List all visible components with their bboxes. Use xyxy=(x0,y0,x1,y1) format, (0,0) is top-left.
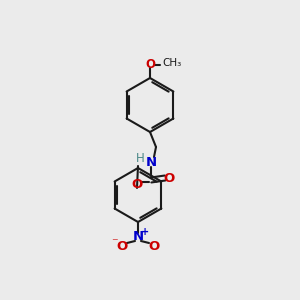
Text: O: O xyxy=(145,58,155,71)
Text: ⁻: ⁻ xyxy=(111,236,117,250)
Text: O: O xyxy=(164,172,175,184)
Text: O: O xyxy=(148,239,160,253)
Text: N: N xyxy=(146,155,157,169)
Text: O: O xyxy=(131,178,142,190)
Text: H: H xyxy=(136,152,144,164)
Text: N: N xyxy=(132,230,144,244)
Text: CH₃: CH₃ xyxy=(162,58,181,68)
Text: +: + xyxy=(141,227,149,237)
Text: O: O xyxy=(116,239,128,253)
